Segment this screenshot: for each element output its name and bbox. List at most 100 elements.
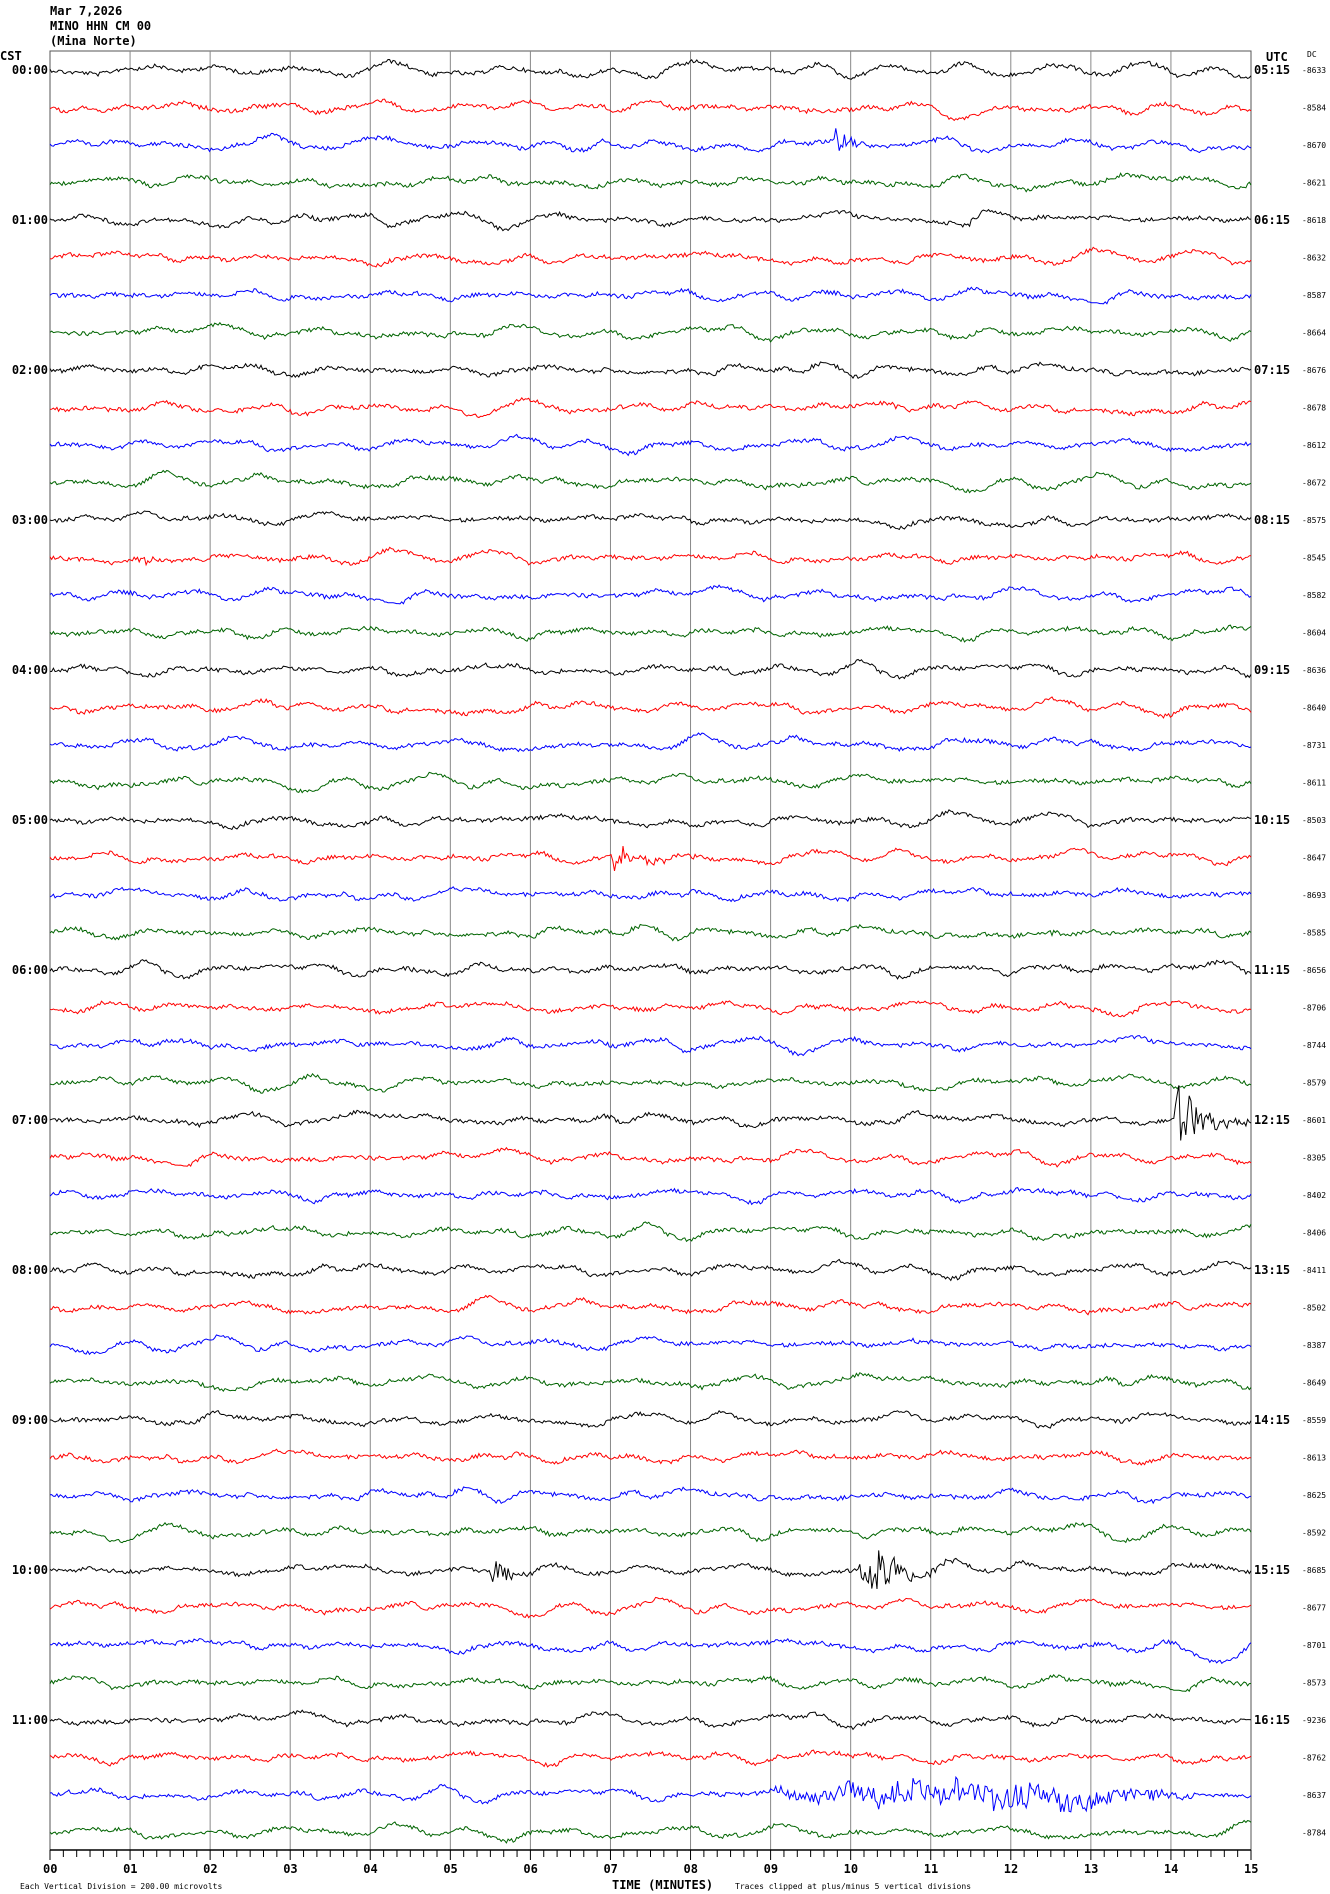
dc-offset-label: -9236: [1302, 1716, 1326, 1725]
dc-offset-label: -8573: [1302, 1679, 1326, 1688]
dc-offset-label: -8621: [1302, 179, 1326, 188]
seismic-trace-row-46: [49, 1775, 1252, 1813]
cst-hour-label: 04:00: [12, 663, 48, 677]
seismic-trace-row-5: [49, 246, 1252, 268]
x-tick-label: 15: [1244, 1862, 1258, 1876]
seismic-trace-row-20: [49, 809, 1252, 831]
x-tick-label: 04: [363, 1862, 377, 1876]
cst-hour-label: 08:00: [12, 1263, 48, 1277]
utc-hour-label: 11:15: [1254, 963, 1290, 977]
cst-hour-label: 01:00: [12, 213, 48, 227]
cst-hour-label: 03:00: [12, 513, 48, 527]
seismic-trace-row-24: [49, 959, 1252, 980]
seismic-trace-row-39: [49, 1521, 1252, 1544]
plot-frame: [49, 50, 1252, 1851]
footer-clip: Traces clipped at plus/minus 5 vertical …: [735, 1882, 971, 1891]
station-label: MINO HHN CM 00: [50, 19, 152, 33]
cst-hour-label: 10:00: [12, 1563, 48, 1577]
seismic-trace-row-14: [49, 584, 1252, 605]
dc-offset-label: -8601: [1302, 1116, 1326, 1125]
seismic-trace-row-3: [49, 172, 1252, 193]
seismic-trace-row-6: [49, 286, 1252, 305]
seismic-trace-row-30: [49, 1187, 1252, 1206]
seismic-trace-row-37: [49, 1448, 1251, 1466]
dc-offset-label: -8502: [1302, 1304, 1326, 1313]
seismic-trace-row-12: [49, 510, 1252, 531]
seismic-trace-row-31: [49, 1221, 1252, 1243]
dc-offset-label: -8612: [1302, 441, 1326, 450]
cst-hour-label: 02:00: [12, 363, 48, 377]
seismic-trace-row-43: [49, 1673, 1252, 1693]
seismic-trace-row-26: [49, 1035, 1252, 1057]
x-tick-label: 14: [1164, 1862, 1178, 1876]
utc-hour-label: 15:15: [1254, 1563, 1290, 1577]
dc-offset-label: -8678: [1302, 404, 1326, 413]
seismic-trace-row-17: [49, 696, 1252, 719]
dc-offset-label: -8685: [1302, 1566, 1326, 1575]
cst-hour-label: 05:00: [12, 813, 48, 827]
x-tick-label: 03: [283, 1862, 297, 1876]
dc-offset-label: -8676: [1302, 366, 1326, 375]
seismic-trace-row-13: [49, 546, 1252, 567]
dc-offset-label: -8693: [1302, 891, 1326, 900]
seismic-trace-row-44: [49, 1709, 1252, 1731]
seismic-trace-row-34: [49, 1334, 1252, 1356]
seismic-trace-row-28: [49, 1085, 1252, 1141]
right-tz-label: UTC: [1266, 50, 1288, 64]
seismic-trace-row-0: [49, 58, 1252, 80]
x-tick-label: 09: [764, 1862, 778, 1876]
dc-offset-label: -8411: [1302, 1266, 1326, 1275]
dc-offset-label: -8305: [1302, 1154, 1326, 1163]
seismic-trace-row-35: [49, 1372, 1252, 1393]
dc-offset-label: -8647: [1302, 854, 1326, 863]
x-tick-label: 00: [43, 1862, 57, 1876]
dc-offset-label: -8636: [1302, 666, 1326, 675]
seismic-trace-row-36: [49, 1409, 1252, 1429]
cst-hour-label: 11:00: [12, 1713, 48, 1727]
seismic-trace-row-15: [49, 624, 1252, 643]
seismic-trace-row-32: [49, 1258, 1252, 1282]
x-tick-label: 06: [523, 1862, 537, 1876]
x-tick-label: 13: [1084, 1862, 1098, 1876]
dc-offset-label: -8701: [1302, 1641, 1326, 1650]
dc-offset-label: -8670: [1302, 141, 1326, 150]
dc-offset-label: -8664: [1302, 329, 1326, 338]
seismic-trace-row-22: [49, 886, 1252, 903]
dc-offset-label: -8584: [1302, 104, 1326, 113]
seismic-trace-row-9: [49, 396, 1252, 419]
dc-offset-label: -8585: [1302, 929, 1326, 938]
dc-label: DC: [1307, 50, 1317, 59]
utc-hour-label: 07:15: [1254, 363, 1290, 377]
seismic-trace-row-40: [49, 1550, 1252, 1590]
seismic-trace-row-19: [49, 771, 1252, 794]
seismic-trace-row-23: [49, 923, 1252, 942]
seismic-trace-row-8: [49, 361, 1252, 380]
seismic-trace-row-21: [49, 846, 1252, 871]
utc-hour-label: 06:15: [1254, 213, 1290, 227]
x-tick-label: 08: [684, 1862, 698, 1876]
footer-scale: Each Vertical Division = 200.00 microvol…: [20, 1882, 222, 1891]
x-axis-title: TIME (MINUTES): [612, 1878, 713, 1892]
seismic-trace-row-25: [49, 1000, 1252, 1018]
left-tz-label: CST: [0, 49, 22, 63]
dc-offset-label: -8579: [1302, 1079, 1326, 1088]
utc-hour-label: 14:15: [1254, 1413, 1290, 1427]
dc-offset-label: -8587: [1302, 291, 1326, 300]
seismic-trace-row-4: [49, 208, 1252, 232]
seismic-trace-row-18: [49, 732, 1252, 753]
dc-offset-label: -8406: [1302, 1229, 1326, 1238]
dc-offset-label: -8625: [1302, 1491, 1326, 1500]
seismic-trace-row-7: [49, 321, 1252, 343]
dc-offset-label: -8545: [1302, 554, 1326, 563]
dc-offset-label: -8613: [1302, 1454, 1326, 1463]
x-tick-label: 12: [1004, 1862, 1018, 1876]
utc-hour-label: 08:15: [1254, 513, 1290, 527]
dc-offset-label: -8762: [1302, 1754, 1326, 1763]
x-tick-label: 01: [123, 1862, 137, 1876]
x-tick-label: 07: [603, 1862, 617, 1876]
date-label: Mar 7,2026: [50, 4, 123, 18]
seismic-trace-row-45: [49, 1749, 1252, 1768]
dc-offset-label: -8632: [1302, 254, 1326, 263]
x-tick-label: 10: [844, 1862, 858, 1876]
